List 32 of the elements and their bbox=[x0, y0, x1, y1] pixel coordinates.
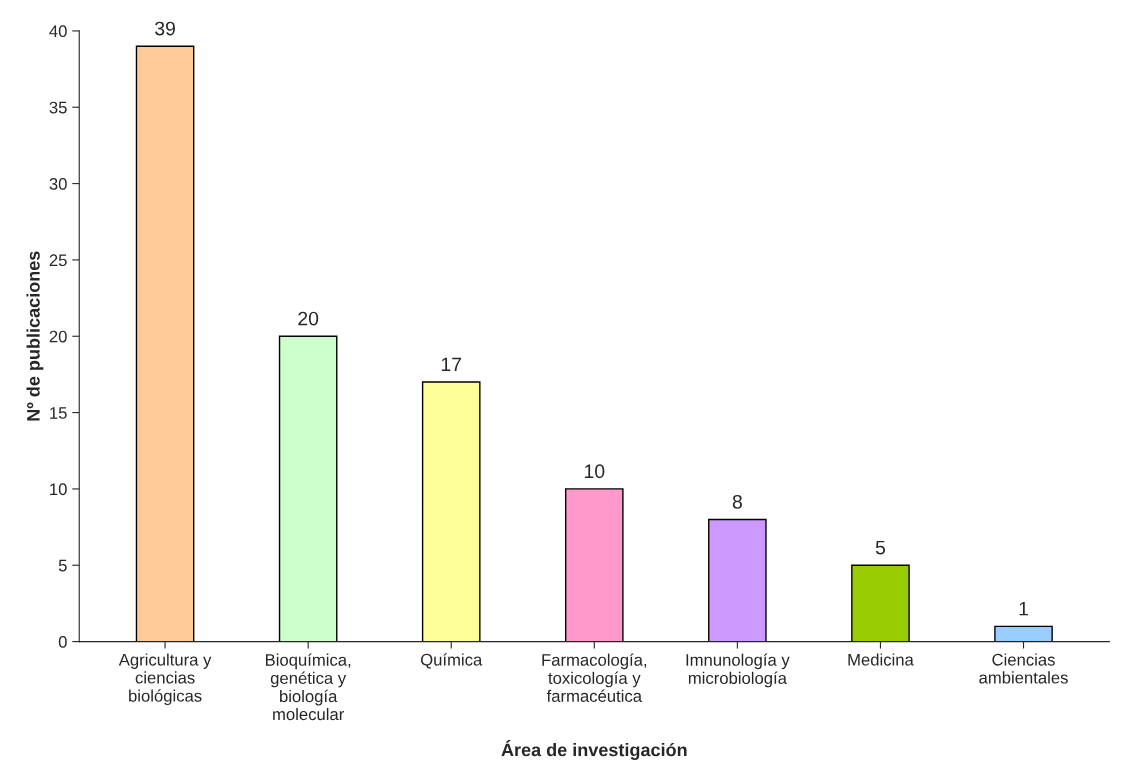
x-tick-label: Farmacología, toxicología y farmacéutica bbox=[542, 653, 647, 702]
x-tick-label: Imnunología y microbiología bbox=[686, 653, 790, 688]
data-label: 20 bbox=[298, 311, 319, 326]
y-tick-label: 15 bbox=[50, 407, 67, 419]
x-tick-label: Ciencias ambientales bbox=[979, 653, 1068, 684]
bar bbox=[135, 45, 195, 642]
data-label: 39 bbox=[155, 21, 175, 36]
bar bbox=[994, 625, 1053, 642]
y-tick-label: 30 bbox=[49, 177, 67, 190]
y-tick-label: 5 bbox=[58, 559, 67, 572]
data-label: 10 bbox=[584, 464, 605, 479]
data-label: 1 bbox=[1019, 601, 1028, 616]
x-axis-title: Área de investigación bbox=[501, 740, 687, 760]
bar bbox=[278, 335, 338, 642]
data-label: 5 bbox=[875, 540, 886, 555]
y-tick-label: 20 bbox=[49, 330, 67, 343]
x-tick-label: Bioquímica, genética y biología molecular bbox=[265, 653, 351, 721]
data-label: 8 bbox=[732, 494, 742, 509]
y-tick-label: 10 bbox=[50, 483, 67, 496]
y-axis-title: Nº de publicaciones bbox=[26, 251, 44, 421]
bar bbox=[851, 564, 910, 642]
x-tick-label: Agricultura y ciencias biológicas bbox=[118, 653, 212, 706]
x-tick-label: Medicina bbox=[848, 653, 914, 666]
bar bbox=[564, 488, 624, 642]
y-tick-label: 25 bbox=[49, 254, 67, 267]
y-tick-label: 40 bbox=[49, 25, 67, 38]
y-tick-label: 0 bbox=[58, 635, 67, 648]
bar bbox=[421, 381, 481, 642]
y-tick-label: 35 bbox=[49, 101, 67, 114]
bar bbox=[708, 518, 767, 642]
x-tick-label: Química bbox=[420, 653, 483, 669]
data-label: 17 bbox=[441, 357, 462, 372]
